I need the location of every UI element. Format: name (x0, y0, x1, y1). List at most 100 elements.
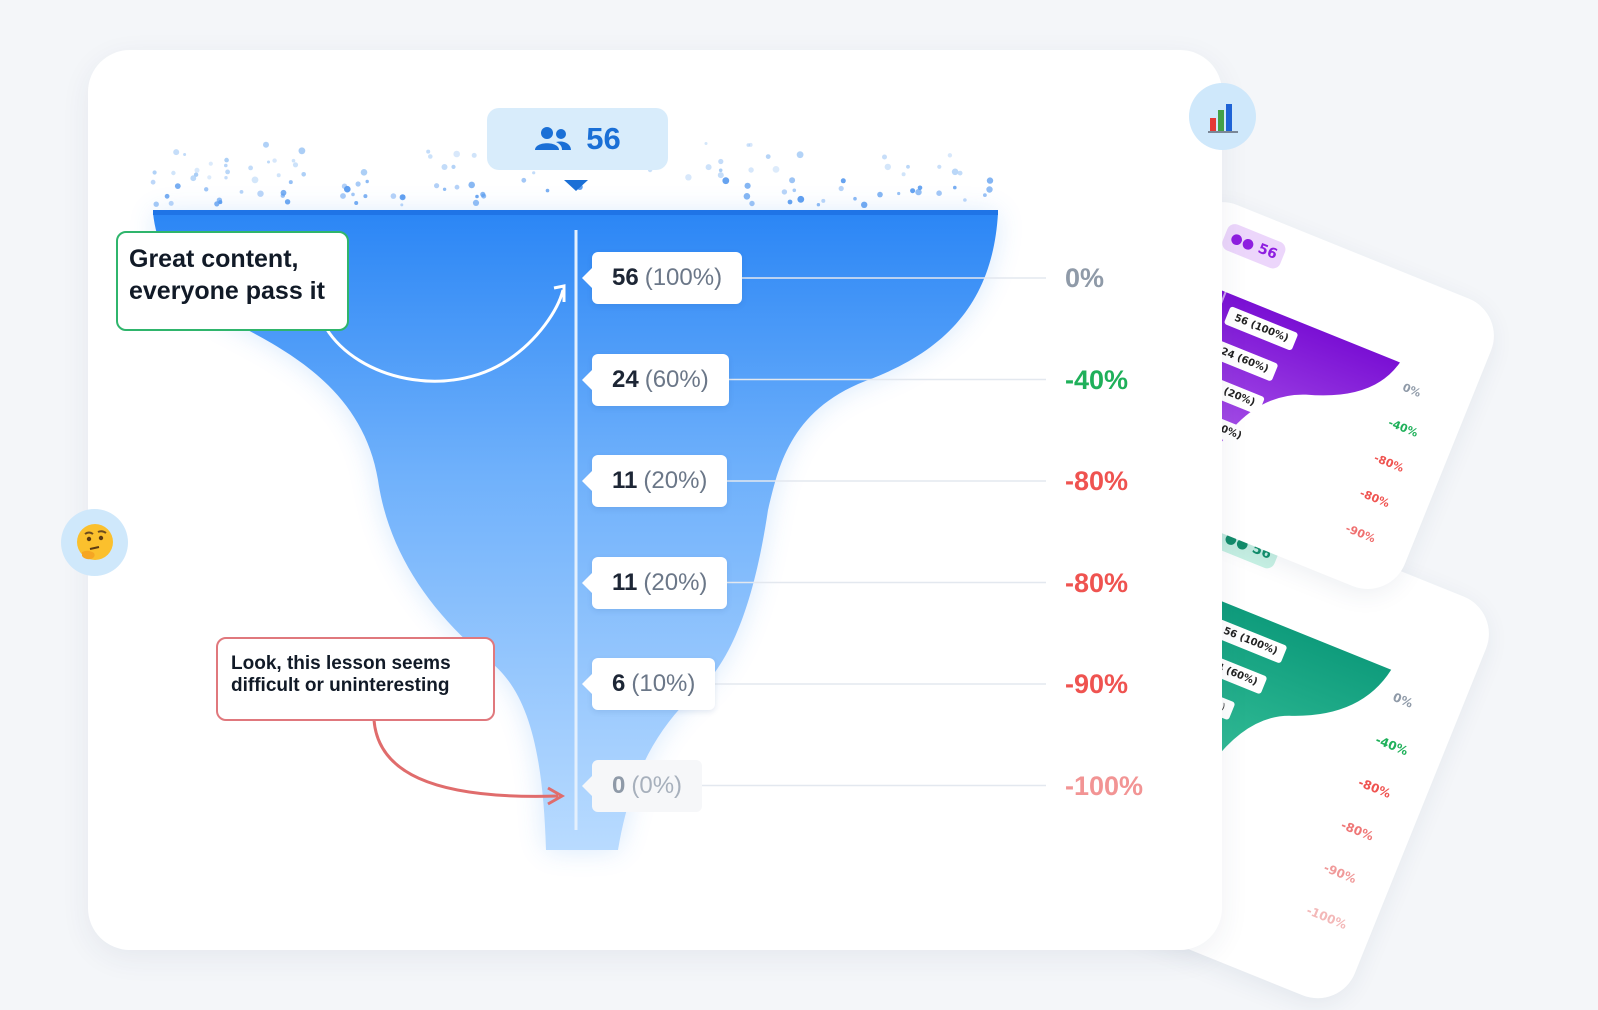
particle-dot (796, 151, 804, 159)
particle-dot (532, 171, 536, 175)
particle-dot (838, 185, 844, 192)
step-count: 11 (612, 467, 638, 494)
particle-dot (208, 161, 213, 166)
step-drop-value: -80% (1065, 567, 1129, 598)
step-percent: (10%) (631, 670, 696, 697)
particle-dot (468, 181, 476, 189)
particle-dot (957, 170, 963, 176)
particle-dot (951, 168, 959, 176)
particle-dot (471, 152, 477, 158)
particle-dot (434, 183, 440, 189)
callout-arrow-bottom (372, 719, 559, 798)
particle-dot (792, 188, 797, 193)
particle-dot (947, 153, 953, 158)
particle-dot (744, 182, 751, 189)
particle-dot (749, 200, 755, 207)
particle-dot (400, 203, 404, 207)
bar-chart-icon[interactable] (1189, 83, 1256, 150)
particle-dot (276, 173, 281, 178)
particle-dot (816, 203, 821, 207)
particle-dot (272, 158, 277, 163)
step-percent: (20%) (643, 467, 708, 494)
particle-dot (705, 164, 712, 171)
particle-dot (877, 191, 883, 198)
particle-dot (718, 158, 724, 165)
particle-dot (173, 149, 180, 156)
particle-dot (797, 195, 805, 203)
funnel-top-bar (153, 210, 998, 215)
step-percent: (20%) (643, 568, 708, 596)
particle-dot (341, 183, 348, 189)
particle-dot (218, 200, 223, 205)
particle-dot (787, 199, 793, 205)
particle-dot (193, 172, 199, 177)
callout-arrow-top (324, 289, 565, 383)
particle-dot (722, 177, 730, 185)
particle-dot (882, 154, 887, 160)
particle-dot (521, 177, 527, 183)
users-icon: ●● (1228, 229, 1257, 254)
particle-dot (301, 172, 306, 177)
particle-dot (225, 169, 231, 175)
particle-dot (772, 166, 780, 173)
particle-dot (340, 193, 346, 199)
particle-dot (360, 169, 368, 176)
step-label: 0 (0%) (581, 759, 703, 812)
particle-dot (174, 183, 181, 190)
particle-dot (257, 190, 264, 197)
particle-dot (428, 154, 433, 159)
particle-dot (765, 154, 771, 159)
callout-great-content: Great content, everyone pass it (116, 231, 349, 331)
particle-dot (207, 175, 212, 180)
particle-dot (426, 149, 431, 154)
preview-purple-badge-count: 56 (1255, 240, 1280, 263)
particle-dot (821, 198, 826, 203)
particle-dot (853, 196, 857, 201)
particle-dot (284, 199, 291, 205)
particle-dot (453, 150, 461, 158)
particle-dot (545, 188, 550, 193)
callout-great-content-line1: Great content, (129, 245, 299, 273)
step-drop-value: -100% (1065, 770, 1144, 801)
particle-dot (351, 192, 355, 197)
step-percent: (100%) (644, 264, 723, 291)
callout-difficult-lesson-line1: Look, this lesson seems (231, 653, 451, 674)
particle-dot (292, 162, 299, 168)
step-drop-value: -80% (1065, 466, 1129, 496)
step-percent: (0%) (631, 771, 683, 799)
particle-dot (152, 170, 157, 175)
particle-dot (906, 164, 910, 169)
particle-dot (454, 184, 460, 190)
badge-caret (564, 180, 588, 191)
total-users-badge: 56 (487, 108, 668, 170)
particle-dot (781, 189, 788, 195)
particle-dot (267, 160, 270, 164)
particle-dot (475, 194, 479, 199)
particle-dot (963, 198, 967, 202)
particle-dot (251, 176, 259, 184)
particle-dot (897, 191, 901, 196)
particle-dot (472, 199, 480, 206)
callout-arrowhead-bottom (547, 786, 566, 806)
particle-dot (363, 194, 368, 199)
step-label: 56 (100%) (581, 252, 743, 304)
step-count: 56 (612, 264, 639, 291)
funnel-graphic (150, 141, 1046, 850)
particle-dot (171, 170, 176, 176)
particle-dot (263, 141, 269, 148)
particle-dot (884, 163, 891, 171)
particle-dot (451, 164, 456, 169)
particle-dot (183, 153, 187, 156)
particle-dot (399, 194, 406, 201)
particle-dot (153, 201, 159, 207)
users-icon (535, 127, 572, 150)
particle-dot (280, 189, 287, 196)
particle-dot (915, 188, 922, 196)
step-count: 11 (612, 568, 638, 596)
bar-chart-glyph (1207, 103, 1238, 133)
step-label: 6 (10%) (581, 658, 716, 710)
particle-dot (937, 164, 942, 169)
particle-dot (190, 175, 197, 182)
particle-dot (194, 167, 200, 173)
total-users-count: 56 (586, 121, 621, 156)
